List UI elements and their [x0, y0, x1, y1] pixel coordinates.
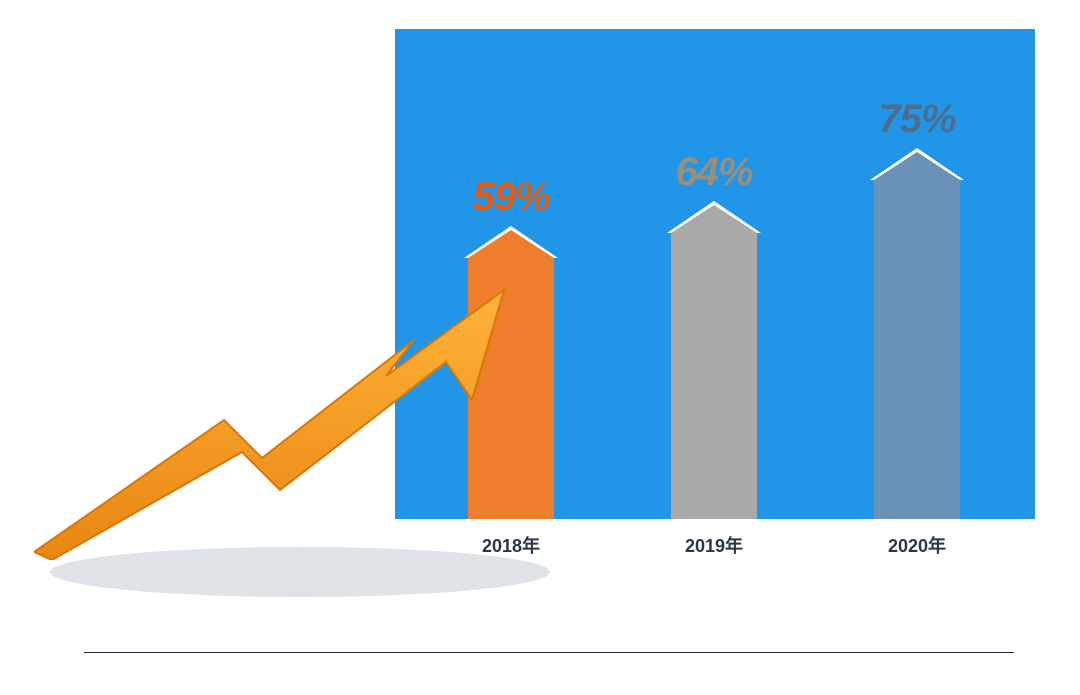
bar-body [671, 233, 757, 519]
bar-2: 75% [874, 152, 960, 520]
x-axis-label: 2020年 [888, 532, 946, 558]
bar-peak [468, 230, 554, 258]
bar-peak [671, 205, 757, 233]
bar-1: 64% [671, 205, 757, 519]
bar-value-label: 59% [472, 175, 549, 220]
growth-arrow-icon [34, 280, 524, 560]
bottom-divider [84, 652, 1014, 653]
x-axis-label: 2019年 [685, 532, 743, 558]
bar-value-label: 75% [878, 97, 955, 142]
bar-peak [874, 152, 960, 180]
bar-body [874, 180, 960, 520]
bar-value-label: 64% [675, 150, 752, 195]
